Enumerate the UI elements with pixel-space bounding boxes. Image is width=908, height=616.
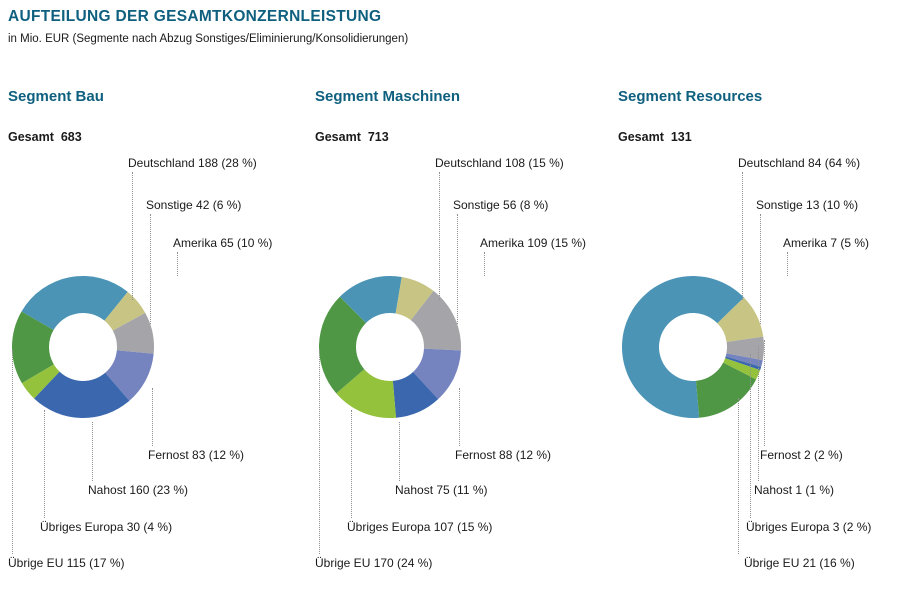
segment-label-uebrige-eu: Übrige EU 21 (16 %) xyxy=(744,556,855,570)
donut-slice-sonstige xyxy=(104,291,146,331)
segment-label-uebrige-eu: Übrige EU 115 (17 %) xyxy=(8,556,125,570)
donut-slice-amerika xyxy=(726,336,764,361)
leader-line xyxy=(319,350,320,554)
segment-title: Segment Maschinen xyxy=(315,88,461,105)
segment-label-fernost: Fernost 88 (12 %) xyxy=(455,448,552,462)
donut-slice-sonstige xyxy=(395,276,434,321)
total-value: 683 xyxy=(60,130,82,144)
leader-line xyxy=(459,388,460,446)
leader-line xyxy=(132,172,133,300)
leader-line xyxy=(750,354,751,518)
leader-line xyxy=(150,214,151,324)
leader-line xyxy=(12,350,13,554)
chart-segment-resources: Segment Resources Gesamt 131 Deutschland … xyxy=(618,88,908,612)
segment-label-fernost: Fernost 2 (2 %) xyxy=(760,448,843,462)
segment-label-nahost: Nahost 1 (1 %) xyxy=(754,483,835,497)
segment-label-uebrige-eu: Übrige EU 170 (24 %) xyxy=(315,556,433,570)
donut-chart xyxy=(621,276,764,419)
donut-slice-uebriges-europa xyxy=(21,364,60,399)
segment-label-amerika: Amerika 65 (10 %) xyxy=(173,236,273,250)
leader-line xyxy=(787,252,788,276)
leader-line xyxy=(177,252,178,276)
chart-segment-maschinen: Segment Maschinen Gesamt 713 Deutschland … xyxy=(315,88,615,612)
donut-slice-deutschland xyxy=(339,276,402,323)
total-label: Gesamt xyxy=(618,130,664,144)
donut-slice-deutschland xyxy=(21,275,128,330)
leader-line xyxy=(92,422,93,481)
leader-line xyxy=(742,172,743,300)
donut-slice-amerika xyxy=(410,290,461,351)
donut-slice-fernost xyxy=(413,348,461,400)
total-line: Gesamt 683 xyxy=(8,130,82,144)
donut-slice-uebriges-europa xyxy=(336,369,397,418)
total-line: Gesamt 131 xyxy=(618,130,692,144)
segment-label-nahost: Nahost 75 (11 %) xyxy=(395,483,488,497)
donut-slice-uebrige-eu xyxy=(695,362,757,418)
donut-slice-nahost xyxy=(34,371,130,419)
donut-slice-amerika xyxy=(112,312,154,354)
segment-title: Segment Resources xyxy=(618,88,763,105)
donut-chart xyxy=(11,275,154,419)
leader-line xyxy=(758,346,759,481)
segment-label-sonstige: Sonstige 42 (6 %) xyxy=(146,198,242,212)
segment-label-uebriges-europa: Übriges Europa 30 (4 %) xyxy=(40,520,173,534)
donut-slice-nahost xyxy=(392,371,439,418)
leader-line xyxy=(152,388,153,446)
segment-label-uebriges-europa: Übriges Europa 3 (2 %) xyxy=(746,520,872,534)
donut-slice-nahost xyxy=(725,356,762,371)
segment-label-amerika: Amerika 7 (5 %) xyxy=(783,236,870,250)
leader-line xyxy=(760,214,761,324)
total-label: Gesamt xyxy=(315,130,361,144)
chart-segment-bau: Segment Bau Gesamt 683 Deutschland 188 (2… xyxy=(8,88,308,612)
leader-line xyxy=(399,422,400,481)
leader-line xyxy=(764,340,765,446)
leader-line xyxy=(484,252,485,276)
donut-chart xyxy=(319,276,461,418)
donut-slice-deutschland xyxy=(621,276,744,419)
segment-label-fernost: Fernost 83 (12 %) xyxy=(148,448,245,462)
donut-slice-fernost xyxy=(105,350,154,401)
leader-line xyxy=(457,214,458,324)
total-value: 713 xyxy=(367,130,389,144)
total-label: Gesamt xyxy=(8,130,54,144)
segment-label-sonstige: Sonstige 56 (8 %) xyxy=(453,198,549,212)
donut-slice-uebrige-eu xyxy=(319,296,366,394)
leader-line xyxy=(351,410,352,518)
total-line: Gesamt 713 xyxy=(315,130,389,144)
segment-label-nahost: Nahost 160 (23 %) xyxy=(88,483,189,497)
segment-label-uebriges-europa: Übriges Europa 107 (15 %) xyxy=(347,520,493,534)
segment-label-sonstige: Sonstige 13 (10 %) xyxy=(756,198,859,212)
page-subtitle: in Mio. EUR (Segmente nach Abzug Sonstig… xyxy=(8,33,409,45)
leader-line xyxy=(44,410,45,518)
segment-label-deutschland: Deutschland 108 (15 %) xyxy=(435,156,564,170)
segment-label-deutschland: Deutschland 188 (28 %) xyxy=(128,156,257,170)
donut-slice-uebrige-eu xyxy=(11,311,54,384)
donut-slice-sonstige xyxy=(717,297,764,343)
segment-label-amerika: Amerika 109 (15 %) xyxy=(480,236,587,250)
leader-line xyxy=(738,398,739,554)
segment-label-deutschland: Deutschland 84 (64 %) xyxy=(738,156,861,170)
page-title: AUFTEILUNG DER GESAMTKONZERNLEISTUNG xyxy=(8,8,382,25)
segment-title: Segment Bau xyxy=(8,88,104,105)
donut-slice-fernost xyxy=(725,353,763,367)
total-value: 131 xyxy=(670,130,692,144)
leader-line xyxy=(439,172,440,300)
